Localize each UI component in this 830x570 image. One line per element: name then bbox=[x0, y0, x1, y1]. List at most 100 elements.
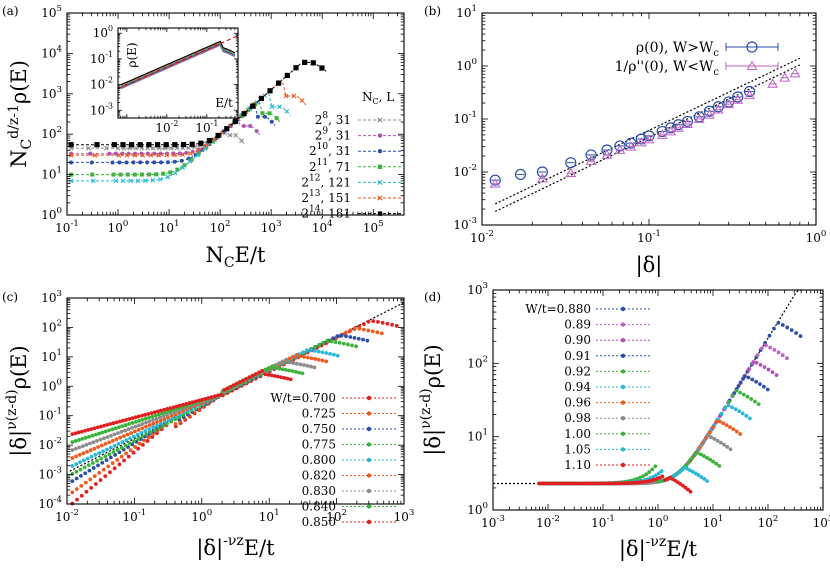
panel-c-data-point bbox=[74, 462, 79, 467]
panel-c-data-point bbox=[80, 436, 85, 441]
panel-a-data-point bbox=[88, 151, 93, 156]
panel-a-data-point bbox=[165, 160, 170, 165]
panel-c-data-point bbox=[123, 423, 128, 427]
panel-a-legend-label: 28, 31 bbox=[315, 111, 351, 127]
panel-c-data-point bbox=[145, 439, 150, 443]
panel-c-data-point bbox=[108, 470, 112, 475]
panel-b-ytick-label: 10-1 bbox=[453, 110, 477, 126]
panel-c-data-point bbox=[119, 429, 124, 434]
panel-d-data-point bbox=[756, 402, 761, 407]
panel-b-xtick-label: 10-1 bbox=[637, 229, 661, 245]
panel-a-data-point bbox=[68, 142, 74, 148]
panel-a-data-point bbox=[195, 152, 200, 158]
panel-c-data-point bbox=[352, 335, 357, 340]
panel-b-data-point bbox=[712, 101, 724, 113]
panel-d-legend-marker bbox=[620, 306, 626, 312]
panel-d-data-point bbox=[688, 468, 692, 473]
panel-d-data-point bbox=[721, 421, 726, 426]
panel-c-data-point bbox=[75, 497, 79, 502]
panel-c-legend-marker bbox=[366, 519, 372, 525]
panel-b-ytick-label: 10-3 bbox=[453, 216, 477, 232]
panel-a-data-point bbox=[139, 145, 144, 151]
panel-c-data-point bbox=[294, 361, 299, 366]
panel-c-data-point bbox=[160, 411, 165, 416]
panel-c-data-point bbox=[293, 369, 298, 374]
panel-c-data-point bbox=[390, 322, 394, 327]
panel-a-data-point bbox=[168, 170, 173, 175]
panel-c-data-point bbox=[97, 431, 101, 436]
panel-b-data-point bbox=[732, 91, 744, 103]
panel-b-data-point bbox=[614, 144, 626, 154]
panel-c-data-point bbox=[370, 329, 375, 334]
panel-d-data-point bbox=[719, 411, 724, 416]
panel-b-data-point bbox=[673, 122, 684, 132]
panel-a-legend-label: 210, 31 bbox=[309, 142, 351, 158]
panel-a-data-point bbox=[239, 138, 244, 143]
panel-c-data-point bbox=[231, 383, 236, 388]
panel-d-xlabel: |δ|-νzE/t bbox=[619, 534, 698, 562]
panel-c-data-point bbox=[93, 453, 98, 457]
panel-b-data-point bbox=[643, 130, 655, 142]
panel-c-data-point bbox=[99, 456, 104, 461]
panel-a-data-point bbox=[269, 119, 274, 124]
panel-d-label: (d) bbox=[424, 290, 441, 304]
panel-b-data-point bbox=[625, 137, 637, 149]
panel-c-data-point bbox=[87, 434, 91, 439]
panel-c-data-point bbox=[89, 454, 94, 459]
panel-a-data-point bbox=[192, 144, 197, 150]
panel-a-data-point bbox=[120, 142, 126, 148]
panel-d-data-point bbox=[693, 471, 698, 476]
panel-c-data-point bbox=[92, 474, 97, 479]
panel-d-data-point bbox=[717, 463, 722, 468]
panel-b-data-point bbox=[565, 167, 577, 178]
panel-c-data-point bbox=[77, 438, 81, 442]
panel-c-data-point bbox=[298, 354, 303, 359]
panel-c-data-point bbox=[332, 352, 336, 357]
panel-a-data-point bbox=[232, 118, 239, 124]
panel-c-data-point bbox=[144, 432, 149, 437]
panel-c-data-point bbox=[94, 439, 99, 443]
panel-c-data-point bbox=[95, 458, 99, 463]
panel-c-data-point bbox=[190, 400, 195, 405]
panel-c-data-point bbox=[97, 451, 102, 455]
panel-d-data-point bbox=[724, 423, 729, 428]
panel-d-data-point bbox=[754, 379, 759, 384]
panel-c-data-point bbox=[140, 422, 145, 426]
panel-b-data-point bbox=[681, 115, 694, 128]
panel-c-data-point bbox=[124, 438, 129, 443]
panel-c-data-point bbox=[126, 454, 131, 459]
panel-c-data-point bbox=[102, 436, 106, 441]
panel-c-data-point bbox=[86, 428, 91, 432]
panel-c-data-point bbox=[117, 462, 122, 467]
panel-b-label: (b) bbox=[424, 4, 441, 18]
panel-d-data-point bbox=[764, 343, 768, 348]
panel-a-legend-label: 212, 121 bbox=[301, 173, 351, 189]
panel-c-data-point bbox=[113, 452, 117, 457]
panel-b-legend-marker bbox=[746, 60, 758, 70]
panel-d-data-point bbox=[789, 328, 794, 332]
panel-d-data-point bbox=[740, 411, 745, 416]
panel-d-data-point bbox=[754, 360, 759, 365]
panel-c-data-point bbox=[324, 351, 329, 355]
panel-c-data-point bbox=[150, 435, 155, 439]
panel-c-xtick-label: 102 bbox=[326, 508, 347, 524]
panel-a-data-point bbox=[68, 152, 74, 158]
panel-c-ytick-label: 102 bbox=[41, 318, 62, 334]
panel-d-legend-marker bbox=[620, 338, 626, 343]
panel-a-data-point bbox=[254, 129, 259, 134]
panel-a-data-point bbox=[113, 151, 118, 156]
inset-xlabel: E/t bbox=[215, 96, 233, 110]
panel-a-data-point bbox=[132, 172, 137, 177]
panel-d-data-point bbox=[776, 350, 781, 355]
panel-c-data-point bbox=[129, 431, 134, 435]
panel-b-data-point bbox=[656, 129, 668, 139]
panel-c-data-point bbox=[100, 430, 105, 435]
panel-c-data-point bbox=[284, 357, 289, 362]
panel-a-data-point bbox=[124, 152, 130, 158]
panel-d-data-point bbox=[734, 388, 739, 393]
panel-d-legend-marker bbox=[620, 416, 626, 421]
panel-d-data-point bbox=[738, 390, 742, 395]
panel-c-data-point bbox=[324, 359, 329, 364]
panel-c-data-point bbox=[115, 458, 120, 462]
